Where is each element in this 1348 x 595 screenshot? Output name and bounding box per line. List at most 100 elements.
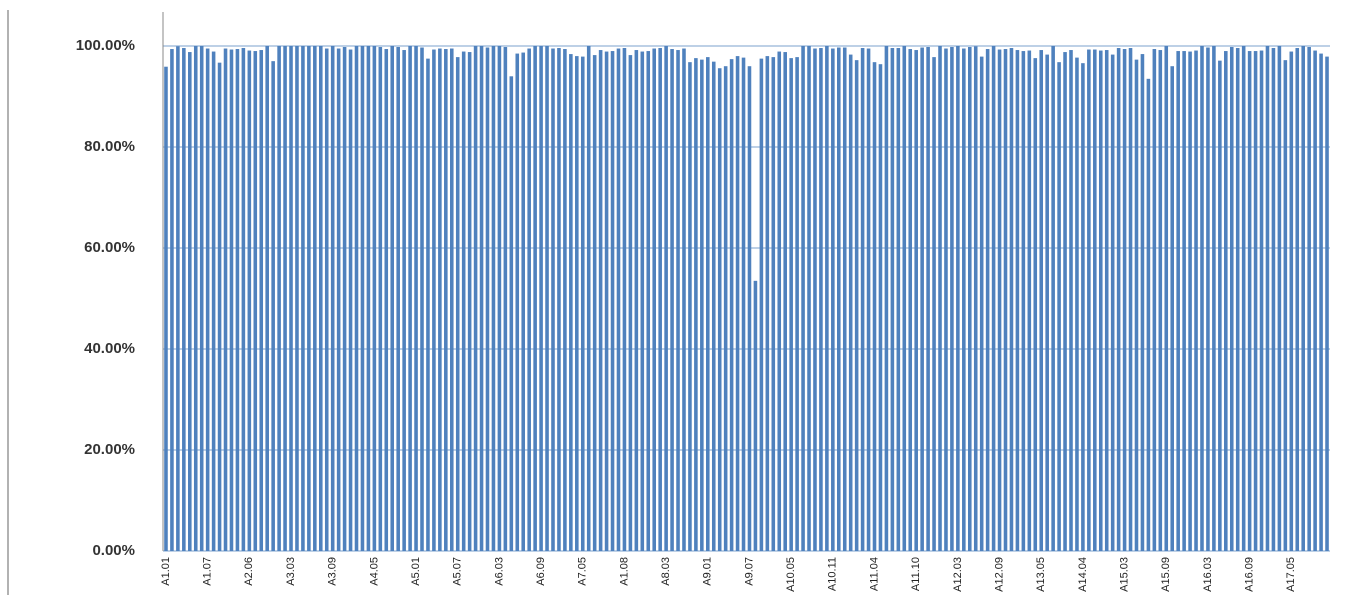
bar (301, 46, 305, 551)
bar (1009, 48, 1014, 552)
bar (860, 48, 865, 552)
bar (509, 76, 514, 552)
bar (896, 48, 901, 552)
bar (461, 51, 466, 552)
bar (807, 46, 811, 551)
bar (223, 48, 228, 552)
bar (354, 46, 359, 551)
bar (789, 58, 793, 552)
bar (449, 48, 454, 552)
bar (902, 46, 907, 551)
bar (545, 46, 549, 551)
bar (182, 48, 186, 552)
bar (229, 49, 234, 551)
bar (402, 50, 406, 551)
bar (1289, 51, 1294, 552)
bar (1200, 46, 1204, 551)
x-tick-label: A1.01 (160, 557, 172, 586)
bar (384, 49, 389, 551)
bar (914, 50, 918, 551)
bar (1045, 54, 1049, 552)
bar (1265, 46, 1270, 551)
bar (521, 52, 526, 551)
bar (1081, 63, 1085, 552)
bar (557, 48, 561, 552)
bar (271, 61, 275, 552)
bar (985, 49, 990, 551)
bar (956, 46, 960, 551)
bar (283, 46, 287, 551)
bar (575, 56, 579, 551)
bar (1194, 50, 1198, 552)
y-tick-label: 100.00% (76, 37, 135, 54)
bar (1277, 46, 1282, 551)
bar (580, 56, 585, 551)
x-tick-label: A12.09 (993, 557, 1005, 592)
bar (878, 64, 883, 552)
bar (610, 51, 615, 552)
bar (1146, 78, 1151, 551)
bar (313, 46, 317, 551)
bar (842, 47, 847, 551)
bar (259, 50, 264, 551)
bar (944, 48, 948, 552)
bar (1033, 58, 1038, 552)
bar (950, 47, 954, 551)
bar (1224, 51, 1228, 552)
bar (1271, 48, 1276, 552)
bar (866, 48, 871, 552)
bar (485, 47, 490, 551)
bar (491, 46, 496, 551)
bar (188, 52, 192, 552)
bar (1164, 46, 1169, 551)
x-tick-label: A10.11 (827, 557, 839, 591)
bar (1075, 57, 1079, 552)
bar (771, 57, 776, 552)
bar (533, 46, 537, 551)
bar (265, 46, 269, 551)
bar (1116, 48, 1121, 552)
x-tick-label: A1.08 (618, 557, 630, 586)
bar (563, 49, 567, 551)
x-tick-label: A14.04 (1077, 557, 1089, 592)
bar (164, 66, 168, 551)
bar (700, 59, 704, 551)
bar (973, 46, 978, 551)
x-tick-label: A9.01 (702, 557, 714, 586)
bar (527, 48, 531, 552)
bar (1206, 47, 1210, 551)
bar (1301, 46, 1305, 551)
bar (932, 57, 936, 552)
bar (438, 48, 442, 552)
bar (598, 50, 603, 551)
bar (199, 46, 204, 551)
bar (1176, 51, 1180, 552)
y-tick-label: 0.00% (92, 542, 135, 559)
bar (551, 48, 555, 552)
bar (241, 48, 246, 552)
bar (1307, 47, 1311, 551)
bar (819, 48, 823, 552)
bar (962, 48, 966, 552)
bar (426, 58, 430, 551)
bar (1241, 46, 1246, 551)
x-tick-label: A10.05 (785, 557, 797, 592)
bar (307, 46, 311, 551)
bar (396, 47, 400, 551)
bar (211, 51, 216, 552)
x-tick-label: A16.03 (1202, 557, 1214, 592)
bar (247, 50, 252, 552)
bar (414, 46, 418, 551)
bar (515, 53, 520, 551)
bar (1051, 46, 1055, 551)
bar (1021, 51, 1026, 552)
bar (366, 46, 371, 551)
bar (473, 46, 478, 551)
bar (360, 46, 365, 551)
bar (444, 49, 448, 551)
bar (717, 68, 722, 551)
bar (1182, 51, 1186, 552)
bar (1063, 52, 1067, 552)
bar (318, 46, 323, 551)
bar (1098, 50, 1103, 552)
